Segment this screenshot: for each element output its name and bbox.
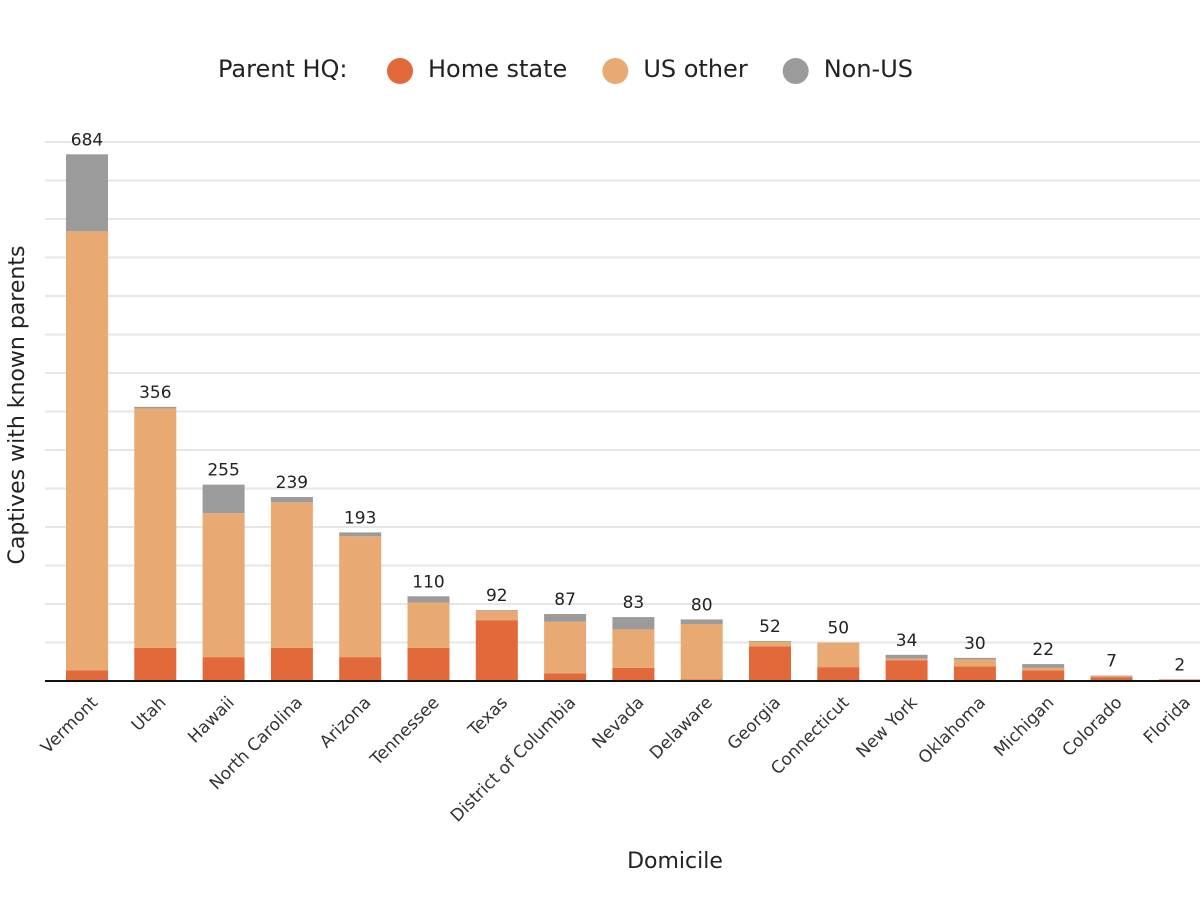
bar-segment (612, 667, 655, 681)
bar-segment (817, 667, 860, 681)
bar-segment (134, 408, 177, 648)
bar-segment (339, 532, 382, 537)
bar-segment (749, 646, 791, 681)
x-tick-label: Arizona (316, 693, 375, 752)
bar-segment (407, 647, 450, 681)
x-tick-label: New York (852, 693, 921, 762)
bar-segment (270, 647, 313, 681)
bar-segment (1090, 675, 1133, 677)
total-label: 110 (412, 572, 444, 592)
total-label: 255 (207, 461, 239, 481)
total-label: 356 (139, 383, 171, 403)
total-label: 87 (554, 590, 576, 610)
bar-segment (407, 602, 450, 648)
x-tick-label: Georgia (724, 693, 785, 754)
bar-segment (544, 673, 587, 681)
x-tick-label: Utah (128, 693, 171, 736)
total-label: 92 (486, 586, 508, 606)
bar-segment (475, 610, 518, 611)
x-tick-label: Tennessee (366, 693, 444, 771)
bar-segment (544, 621, 587, 674)
bar-segment (270, 502, 313, 648)
bar-segment (1022, 670, 1065, 681)
total-label: 684 (71, 130, 103, 150)
bar-segment (1022, 664, 1065, 668)
x-axis-title: Domicile (627, 849, 723, 874)
bar-segment (134, 406, 177, 409)
x-tick-label: District of Columbia (447, 693, 580, 826)
bar-segment (680, 624, 723, 680)
total-label: 22 (1032, 640, 1054, 660)
bar-segment (953, 666, 996, 681)
bar-segment (885, 660, 928, 681)
bar-segment (612, 617, 655, 630)
bar-segment (612, 629, 655, 668)
bar-segment (885, 658, 928, 661)
bar-segment (339, 536, 382, 658)
x-tick-label: Hawaii (184, 693, 238, 747)
x-tick-label: Michigan (990, 693, 1058, 761)
bar-segment (66, 231, 108, 671)
bar-segment (339, 657, 382, 681)
total-label: 52 (759, 617, 781, 637)
bar-segment (475, 610, 518, 621)
total-label: 2 (1174, 655, 1185, 675)
y-axis-title: Captives with known parents (5, 246, 30, 565)
total-label: 193 (344, 508, 376, 528)
bar-segment (885, 654, 928, 659)
legend-label: US other (643, 55, 748, 83)
bar-segment (202, 513, 245, 658)
bar-segment (817, 642, 860, 668)
total-label: 7 (1106, 652, 1117, 672)
total-label: 34 (896, 631, 918, 651)
legend-swatch (782, 58, 809, 84)
legend-swatch (602, 58, 629, 84)
legend-title: Parent HQ: (218, 55, 347, 83)
total-label: 50 (827, 619, 849, 639)
x-tick-label: Nevada (588, 693, 648, 753)
legend-label: Non-US (824, 55, 913, 83)
bar-segment (407, 596, 450, 603)
bar-segment (475, 620, 518, 681)
total-label: 83 (623, 593, 645, 613)
x-tick-label: Delaware (646, 693, 717, 764)
bar-segment (202, 484, 245, 514)
bar-segment (544, 614, 587, 622)
total-label: 30 (964, 634, 986, 654)
bar-segment (202, 657, 245, 681)
bar-segment (953, 657, 996, 660)
bar-segment (66, 154, 108, 232)
x-tick-label: Florida (1140, 693, 1195, 748)
bar-segment (680, 619, 723, 625)
bar-segment (1022, 667, 1065, 671)
x-tick-label: Texas (464, 693, 512, 741)
bar-segment (749, 641, 791, 647)
bar-segment (1090, 676, 1133, 678)
x-tick-label: Colorado (1059, 693, 1127, 761)
total-label: 80 (691, 595, 713, 615)
bar-segment (1090, 677, 1133, 681)
bar-segment (749, 640, 791, 642)
bar-segment (66, 670, 108, 681)
x-tick-label: Oklahoma (915, 693, 990, 768)
bar-segment (270, 496, 313, 503)
bar-segment (953, 659, 996, 667)
bar-segment (134, 647, 177, 681)
total-label: 239 (276, 473, 308, 493)
x-tick-label: Vermont (37, 693, 102, 758)
legend-swatch (387, 58, 413, 84)
legend-label: Home state (428, 55, 567, 83)
